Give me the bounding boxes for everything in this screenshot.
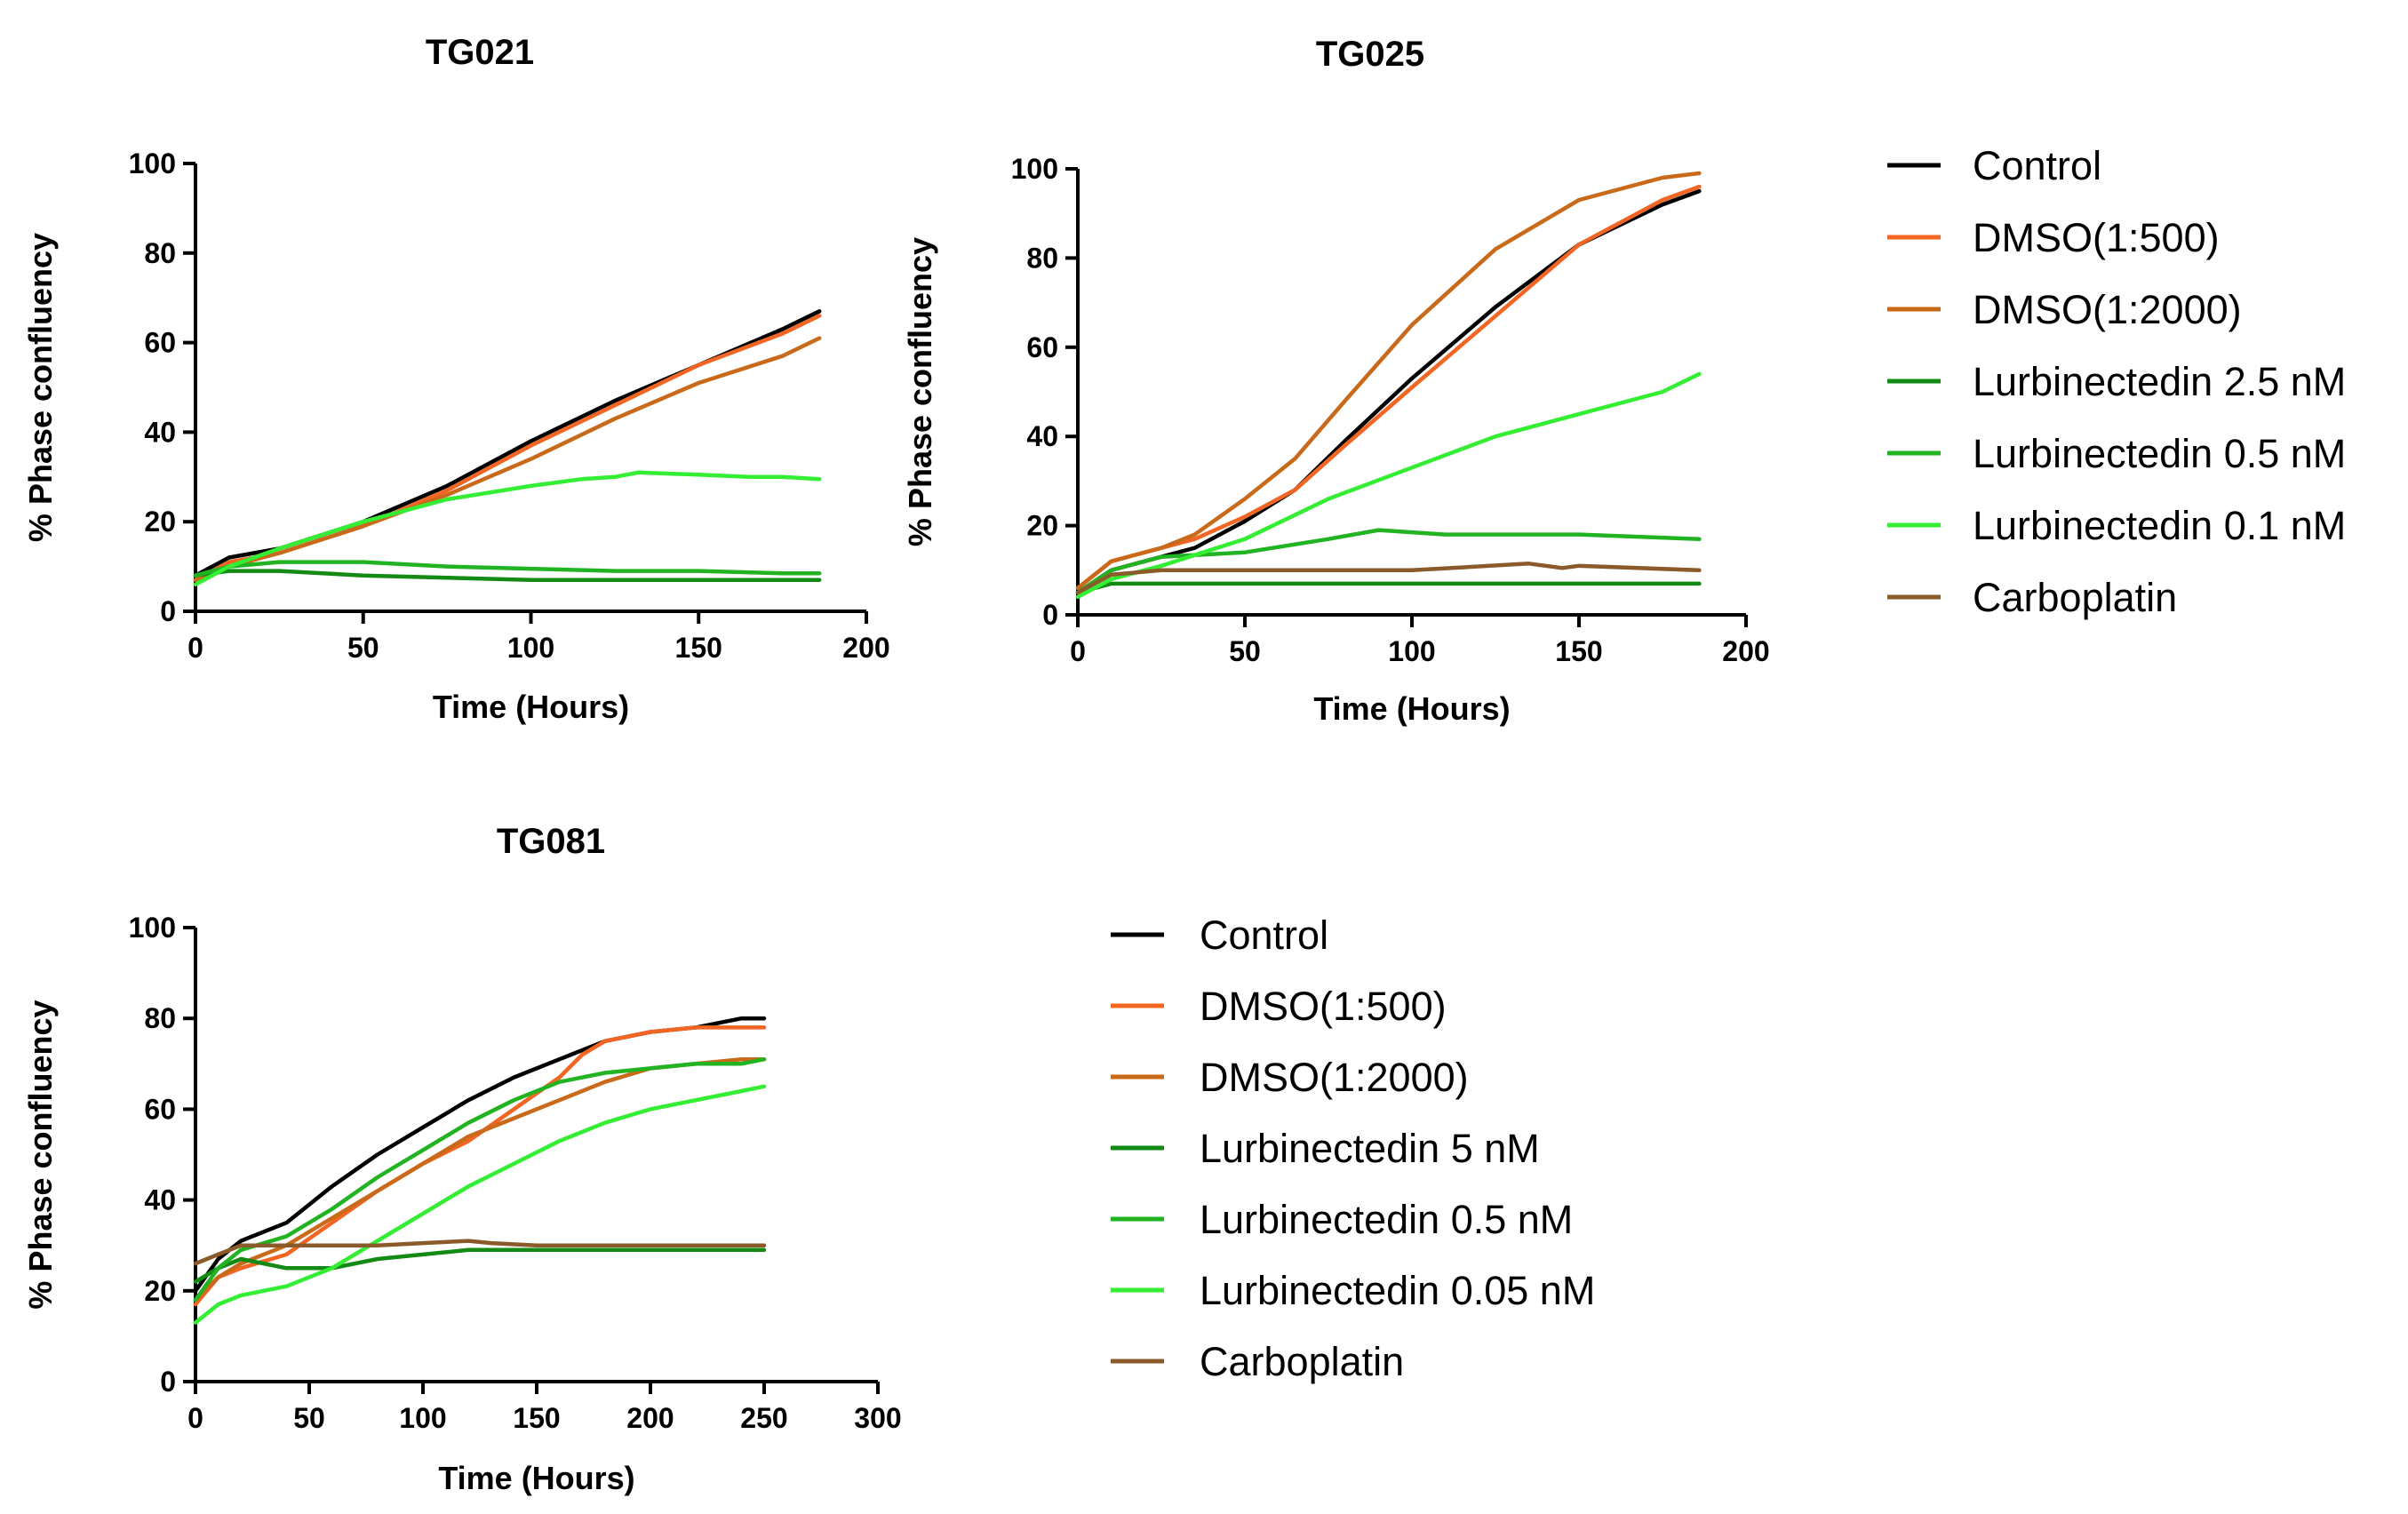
chart-1-series-lurbinectedin-2-5-nm — [1075, 581, 1702, 595]
chart-0-y-tick-label: 60 — [144, 327, 176, 359]
chart-2-x-tick-label: 300 — [854, 1402, 901, 1434]
chart-1-y-axis-label: % Phase confluency — [902, 237, 938, 546]
chart-2-legend-label: Lurbinectedin 0.05 nM — [1200, 1268, 1595, 1313]
chart-2-legend-label: Carboplatin — [1200, 1339, 1404, 1384]
chart-0-series-dmso-1-2000 — [193, 336, 822, 582]
chart-0-x-axis-label: Time (Hours) — [433, 689, 629, 725]
chart-1-legend-label: Control — [1973, 143, 2101, 188]
chart-1-y-tick-label: 0 — [1042, 599, 1058, 631]
chart-2-y-tick-label: 100 — [129, 912, 176, 944]
chart-2-legend: Control DMSO(1:500) DMSO(1:2000) Lurbinecte… — [1111, 912, 1595, 1384]
chart-0-series-lurbinectedin-2-5-nm — [193, 569, 822, 582]
chart-0-series-dmso-1-500 — [193, 314, 822, 582]
chart-2-y-tick-label: 40 — [144, 1184, 176, 1216]
chart-0-y-tick-label: 0 — [160, 595, 176, 627]
chart-1-series-carboplatin — [1075, 562, 1702, 595]
chart-0-y-tick-label: 40 — [144, 416, 176, 448]
chart-2-series-lurbinectedin-0-05-nm — [193, 1084, 767, 1325]
chart-1-y-tick-label: 40 — [1026, 420, 1058, 452]
chart-0-x-tick-label: 0 — [187, 632, 203, 664]
chart-1-x-tick-label: 150 — [1555, 635, 1602, 667]
chart-2-title: TG081 — [497, 822, 605, 861]
chart-1-y-tick-label: 60 — [1026, 331, 1058, 363]
chart-2-series-lurbinectedin-5-nm — [193, 1247, 767, 1284]
chart-1-x-tick-label: 100 — [1388, 635, 1435, 667]
chart-1-y-tick-label: 80 — [1026, 242, 1058, 274]
chart-2-legend-label: Control — [1200, 912, 1328, 958]
chart-0-series-lurbinectedin-0-5-nm — [193, 560, 822, 578]
chart-1-legend-label: Lurbinectedin 2.5 nM — [1973, 359, 2346, 404]
chart-2-x-tick-label: 150 — [513, 1402, 560, 1434]
chart-1-series-lurbinectedin-0-5-nm — [1075, 528, 1702, 595]
chart-0-x-tick-label: 150 — [675, 632, 722, 664]
chart-2-legend-label: Lurbinectedin 0.5 nM — [1200, 1197, 1573, 1242]
chart-0-series-lurbinectedin-0-1-nm — [193, 470, 822, 587]
chart-0-y-tick-label: 100 — [129, 147, 176, 179]
chart-0-series-control — [193, 309, 822, 578]
chart-1-series-dmso-1-500 — [1075, 184, 1702, 591]
chart-2-series-dmso-1-500 — [193, 1025, 767, 1307]
chart-2-series-carboplatin — [193, 1239, 767, 1266]
chart-1-legend-label: Lurbinectedin 0.1 nM — [1973, 503, 2346, 548]
chart-tg021: TG021 0 50 100 150 200 0 20 40 60 80 100 Time (Hours… — [22, 33, 890, 725]
chart-0-y-axis-label: % Phase confluency — [22, 233, 59, 542]
chart-0-x-tick-label: 200 — [842, 632, 889, 664]
chart-1-y-tick-label: 100 — [1011, 153, 1058, 185]
chart-2-x-tick-label: 0 — [187, 1402, 203, 1434]
chart-1-legend: Control DMSO(1:500) DMSO(1:2000) Lurbinecte… — [1887, 143, 2346, 620]
chart-0-y-tick-label: 80 — [144, 237, 176, 269]
chart-1-x-tick-label: 200 — [1722, 635, 1769, 667]
chart-1-legend-label: Lurbinectedin 0.5 nM — [1973, 431, 2346, 476]
chart-2-legend-label: DMSO(1:2000) — [1200, 1055, 1469, 1100]
chart-2-x-tick-label: 50 — [293, 1402, 325, 1434]
chart-2-y-tick-label: 0 — [160, 1366, 176, 1398]
chart-1-x-tick-label: 0 — [1070, 635, 1086, 667]
chart-2-y-axis-label: % Phase confluency — [22, 1000, 59, 1309]
chart-2-x-axis-label: Time (Hours) — [438, 1460, 634, 1496]
chart-2-x-tick-label: 200 — [626, 1402, 674, 1434]
chart-1-y-tick-label: 20 — [1026, 510, 1058, 542]
chart-1-legend-label: Carboplatin — [1973, 575, 2177, 620]
chart-tg025: TG025 0 50 100 150 200 0 20 40 60 80 100 Time (Hours… — [902, 35, 2346, 727]
chart-2-y-tick-label: 60 — [144, 1093, 176, 1125]
chart-2-x-tick-label: 100 — [399, 1402, 446, 1434]
chart-2-y-tick-label: 20 — [144, 1275, 176, 1307]
chart-1-x-axis-label: Time (Hours) — [1313, 690, 1510, 727]
chart-1-legend-label: DMSO(1:500) — [1973, 215, 2220, 260]
chart-tg081: TG081 0 50 100 150 200 250 300 0 20 40 60 80 100 Time … — [22, 822, 1595, 1496]
chart-0-title: TG021 — [426, 33, 534, 72]
chart-1-legend-label: DMSO(1:2000) — [1973, 287, 2242, 332]
chart-2-y-tick-label: 80 — [144, 1002, 176, 1034]
chart-1-title: TG025 — [1316, 35, 1424, 74]
chart-2-legend-label: DMSO(1:500) — [1200, 984, 1447, 1029]
chart-0-y-tick-label: 20 — [144, 506, 176, 538]
chart-0-x-tick-label: 50 — [347, 632, 379, 664]
chart-1-series-dmso-1-2000 — [1075, 171, 1702, 591]
chart-2-legend-label: Lurbinectedin 5 nM — [1200, 1126, 1540, 1171]
chart-2-x-tick-label: 250 — [740, 1402, 787, 1434]
chart-0-x-tick-label: 100 — [507, 632, 554, 664]
chart-1-x-tick-label: 50 — [1229, 635, 1261, 667]
